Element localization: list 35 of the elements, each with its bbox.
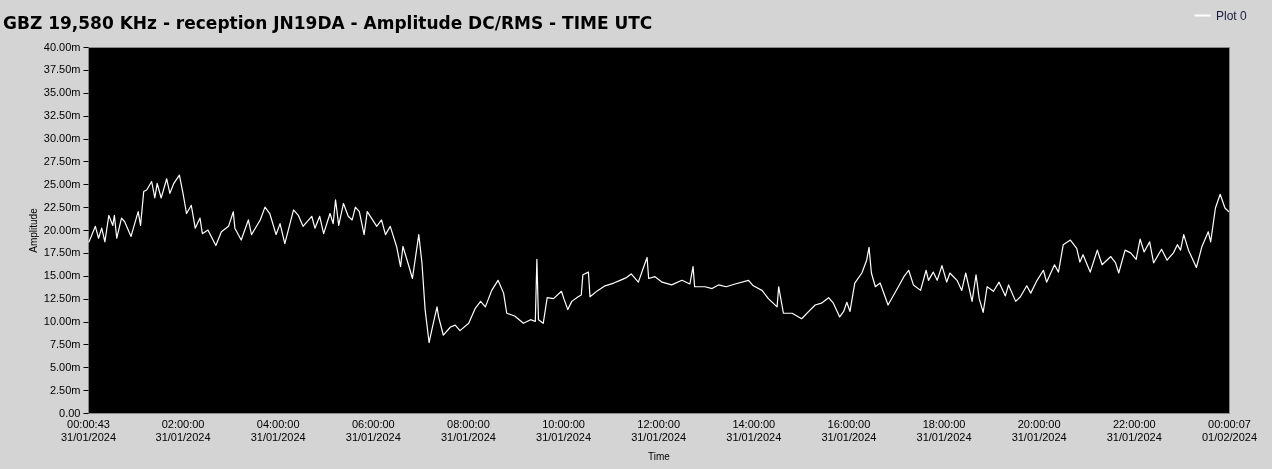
line-series (88, 174, 1229, 344)
y-tick-label: 5.00m (49, 360, 81, 373)
legend-label: Plot 0 (1216, 8, 1248, 23)
x-axis-title: Time (648, 450, 671, 462)
x-tick-label: 12:00:00 31/01/2024 (631, 417, 687, 443)
y-axis-title: Amplitude (27, 207, 39, 253)
x-tick-label: 02:00:00 31/01/2024 (155, 417, 211, 443)
y-tick-label: 30.00m (43, 132, 81, 144)
y-tick-label: 7.50m (49, 337, 81, 350)
x-tick-label: 04:00:00 31/01/2024 (250, 417, 306, 443)
y-tick-label: 17.50m (43, 246, 81, 259)
y-tick-label: 37.50m (43, 63, 81, 76)
x-tick-label: 00:00:43 31/01/2024 (60, 417, 117, 443)
y-tick-label: 20.00m (43, 223, 81, 236)
y-tick-label: 22.50m (43, 200, 81, 213)
x-tick-label: 08:00:00 31/01/2024 (440, 417, 496, 443)
chart-title: GBZ 19,580 KHz - reception JN19DA - Amplitude DC/RMS - TIME UTC (3, 13, 653, 33)
y-tick-label: 0.00 (59, 406, 81, 419)
y-tick-label: 15.00m (43, 269, 81, 282)
x-tick-label: 06:00:00 31/01/2024 (345, 417, 401, 443)
y-tick-label: 35.00m (43, 86, 81, 99)
x-tick-label: 00:00:07 01/02/2024 (1201, 417, 1258, 443)
x-tick-label: 16:00:00 31/01/2024 (821, 417, 877, 443)
x-tick-label: 18:00:00 31/01/2024 (916, 417, 972, 443)
x-tick-label: 20:00:00 31/01/2024 (1011, 417, 1067, 443)
y-tick-label: 2.50m (49, 383, 81, 396)
x-tick-label: 22:00:00 31/01/2024 (1106, 417, 1162, 443)
x-tick-label: 10:00:00 31/01/2024 (536, 417, 592, 443)
y-tick-label: 10.00m (43, 315, 81, 327)
y-tick-label: 25.00m (43, 177, 81, 190)
y-tick-label: 27.50m (43, 154, 81, 167)
y-tick-label: 40.00m (43, 40, 81, 53)
x-tick-label: 14:00:00 31/01/2024 (726, 417, 782, 443)
y-tick-label: 12.50m (43, 292, 81, 305)
y-tick-label: 32.50m (43, 109, 81, 122)
